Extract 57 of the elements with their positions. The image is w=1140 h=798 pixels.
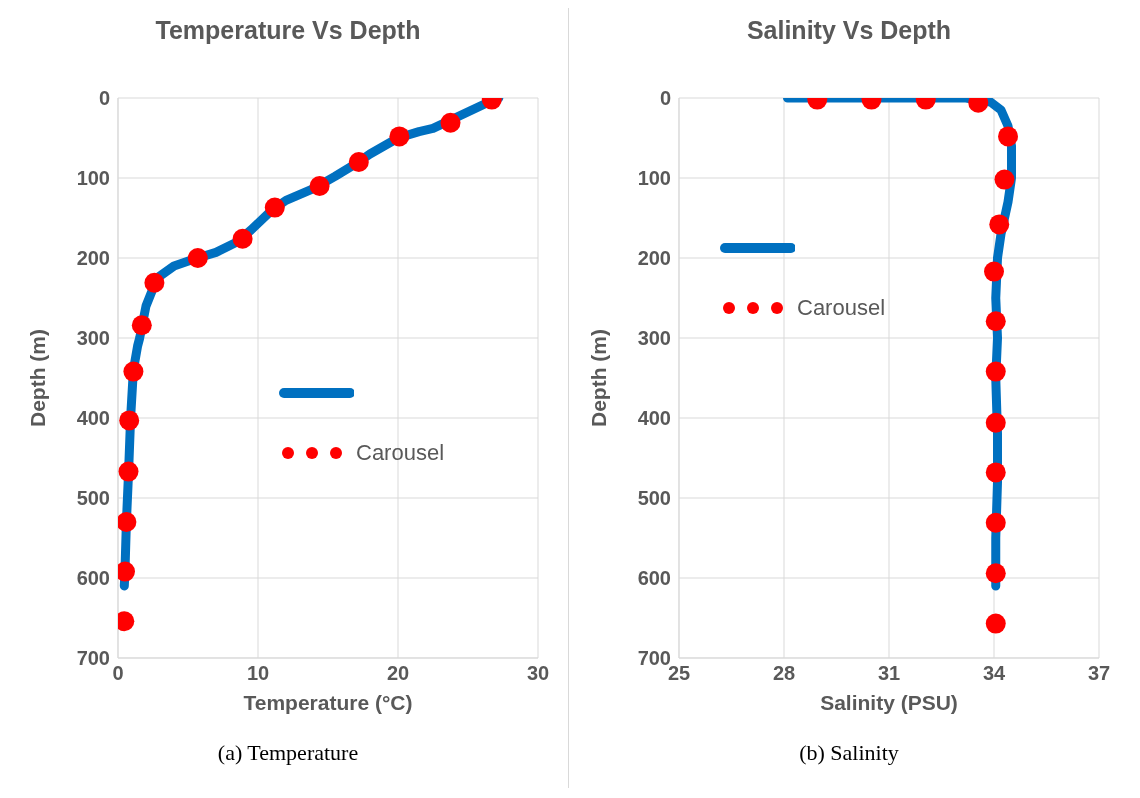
x-tick-label: 31 <box>877 662 901 685</box>
x-tick-label: 20 <box>386 662 410 685</box>
point <box>440 112 461 133</box>
point <box>309 176 330 196</box>
y-tick-label: 600 <box>76 567 110 590</box>
y-tick-label: 400 <box>637 407 671 430</box>
y-tick-label: 500 <box>637 487 671 510</box>
y-tick-label: 700 <box>76 647 110 670</box>
x-tick-label: 30 <box>526 662 550 685</box>
point <box>187 248 208 268</box>
point <box>118 512 137 532</box>
legend-label: Carousel <box>356 440 445 466</box>
chart-title: Temperature Vs Depth <box>154 16 422 45</box>
point <box>348 152 369 172</box>
x-axis-title: Salinity (PSU) <box>820 691 958 714</box>
y-tick-label: 600 <box>637 567 671 590</box>
point <box>131 315 152 336</box>
point <box>985 563 1006 584</box>
point <box>123 361 144 382</box>
point <box>389 126 410 147</box>
y-tick-label: 500 <box>76 487 110 510</box>
point <box>985 311 1006 332</box>
point <box>998 126 1018 147</box>
y-tick-label: 400 <box>76 407 110 430</box>
point <box>985 613 1006 634</box>
point <box>985 462 1006 483</box>
y-tick-label: 100 <box>637 167 671 190</box>
text: (a) Temperature <box>216 740 360 766</box>
legend-label: Carousel <box>797 295 886 321</box>
y-tick-label: 100 <box>76 167 110 190</box>
y-tick-label: 300 <box>76 327 110 350</box>
point <box>144 272 165 293</box>
y-tick-label: 300 <box>637 327 671 350</box>
point <box>994 169 1015 190</box>
x-tick-label: 34 <box>982 662 1006 685</box>
point <box>989 214 1010 235</box>
x-tick-label: 10 <box>246 662 270 685</box>
x-tick-label: 0 <box>112 662 124 685</box>
point <box>232 228 253 249</box>
text: (b) Salinity <box>798 740 900 766</box>
y-tick-label: 0 <box>98 87 110 110</box>
chart-title: Salinity Vs Depth <box>745 16 953 45</box>
point <box>984 261 1004 282</box>
point <box>985 361 1006 382</box>
y-tick-label: 200 <box>76 247 110 270</box>
y-tick-label: 200 <box>637 247 671 270</box>
x-tick-label: 28 <box>772 662 796 685</box>
point <box>985 412 1006 433</box>
y-axis-title: Depth (m) <box>587 329 611 427</box>
point <box>118 461 139 482</box>
x-axis-title: Temperature (°C) <box>243 691 413 714</box>
x-tick-label: 37 <box>1087 662 1111 685</box>
y-axis-title: Depth (m) <box>26 329 50 427</box>
point <box>264 197 285 218</box>
point <box>119 410 140 431</box>
point <box>985 512 1006 533</box>
y-tick-label: 0 <box>659 87 671 110</box>
